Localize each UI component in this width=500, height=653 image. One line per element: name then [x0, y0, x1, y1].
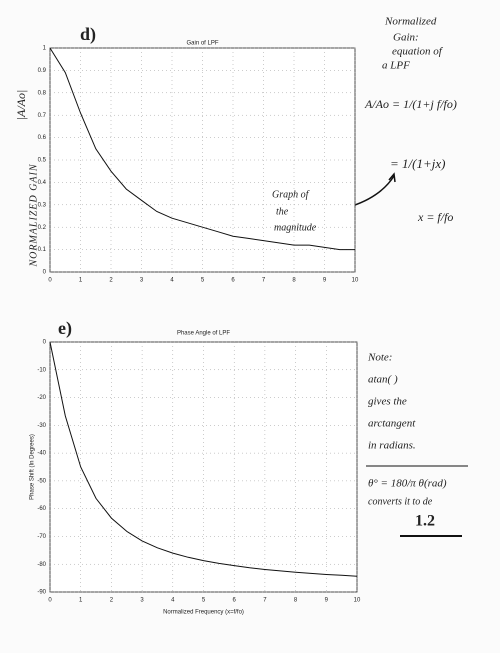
- x-tick-label: 3: [140, 278, 144, 284]
- panel-label: d): [80, 24, 96, 45]
- x-axis-label: Normalized Frequency (x=f/fo): [163, 610, 244, 616]
- y-tick-label: 0.2: [38, 225, 47, 231]
- x-tick-label: 6: [231, 278, 235, 284]
- annotation: atan( ): [368, 374, 398, 386]
- y-axis-label: NORMALIZED GAIN: [28, 163, 39, 267]
- annotation: a LPF: [382, 60, 410, 72]
- y-tick-label: -20: [37, 395, 46, 401]
- annotation: magnitude: [274, 222, 317, 233]
- y-tick-label: 0.7: [38, 113, 47, 119]
- x-tick-label: 1: [79, 598, 83, 604]
- y-tick-label: -90: [37, 590, 46, 596]
- x-tick-label: 8: [292, 278, 296, 284]
- y-tick-label: 0.3: [38, 202, 47, 208]
- y-tick-label: 0.5: [38, 158, 47, 164]
- x-tick-label: 7: [263, 598, 267, 604]
- annotation: x = f/fo: [417, 210, 453, 224]
- y-tick-label: 0: [43, 340, 47, 346]
- x-tick-label: 2: [110, 598, 114, 604]
- annotation: Graph of: [272, 189, 310, 200]
- chart-title: Phase Angle of LPF: [177, 331, 230, 337]
- y-tick-label: 1: [43, 46, 47, 52]
- annotation: gives the: [368, 396, 407, 408]
- x-tick-label: 4: [170, 278, 174, 284]
- annotation: = 1/(1+jx): [390, 156, 445, 171]
- annotation: A/Ao = 1/(1+j f/fo): [364, 97, 457, 111]
- x-tick-label: 10: [354, 598, 361, 604]
- annotation: 1.2: [415, 513, 435, 530]
- x-tick-label: 7: [262, 278, 266, 284]
- x-tick-label: 9: [325, 598, 329, 604]
- y-tick-label: 0: [43, 270, 47, 276]
- y-tick-label: 0.9: [38, 68, 47, 74]
- y-tick-label: -50: [37, 478, 46, 484]
- y-tick-label: 0.6: [38, 135, 47, 141]
- x-tick-label: 0: [48, 598, 52, 604]
- chart-title: Gain of LPF: [186, 41, 218, 47]
- y-axis-label: Phase Shift (In Degrees): [30, 434, 36, 500]
- line: [49, 47, 355, 251]
- annotation: Note:: [367, 352, 392, 364]
- annotation: θ° = 180/π θ(rad): [368, 478, 447, 490]
- y-tick-label: -40: [37, 451, 46, 457]
- panel-label: e): [58, 318, 72, 339]
- x-tick-label: 4: [171, 598, 175, 604]
- x-tick-label: 0: [48, 278, 52, 284]
- y-tick-label: -30: [37, 423, 46, 429]
- x-tick-label: 6: [233, 598, 237, 604]
- y-tick-label: -10: [37, 367, 46, 373]
- x-tick-label: 5: [202, 598, 206, 604]
- y-tick-label: 0.4: [38, 180, 47, 186]
- y-tick-label: -80: [37, 562, 46, 568]
- annotation: equation of: [392, 46, 444, 58]
- y-tick-label: 0.8: [38, 90, 47, 96]
- x-tick-label: 1: [79, 278, 83, 284]
- y-tick-label: 0.1: [38, 247, 47, 253]
- x-tick-label: 8: [294, 598, 298, 604]
- x-tick-label: 9: [323, 278, 327, 284]
- annotation: arctangent: [368, 418, 416, 430]
- line: [49, 341, 358, 577]
- arrow-head: [388, 172, 396, 183]
- x-tick-label: 2: [109, 278, 113, 284]
- annotation: converts it to de: [368, 496, 433, 507]
- x-tick-label: 10: [352, 278, 359, 284]
- annotation: in radians.: [368, 440, 416, 452]
- y-tick-label: -70: [37, 534, 46, 540]
- annotation: the: [276, 206, 289, 217]
- annotation: Gain:: [393, 32, 419, 44]
- y-tick-label: -60: [37, 506, 46, 512]
- x-tick-label: 3: [140, 598, 144, 604]
- y-axis-symbol: |A/Ao|: [14, 90, 28, 121]
- annotation: Normalized: [384, 16, 437, 28]
- x-tick-label: 5: [201, 278, 205, 284]
- arrow: [351, 175, 395, 207]
